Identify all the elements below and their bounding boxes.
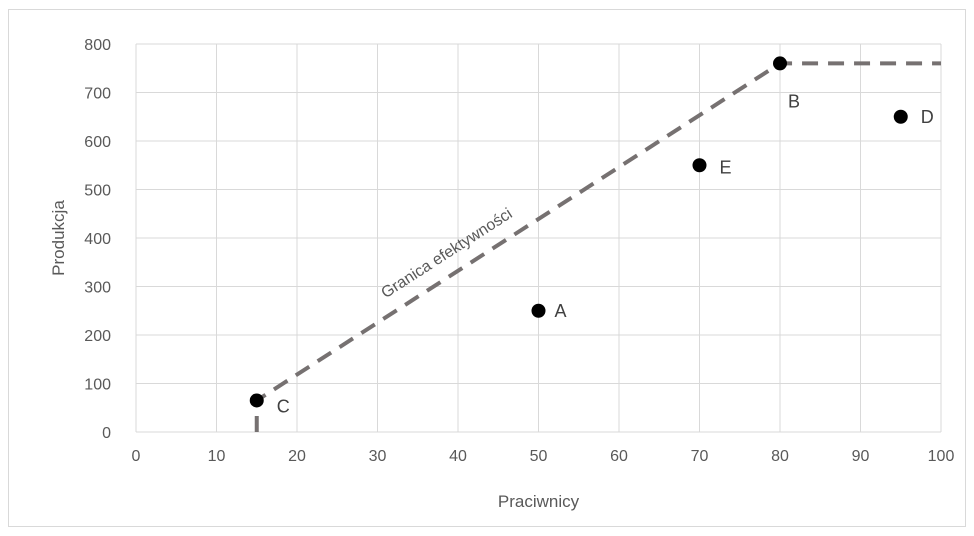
frontier-line [254, 61, 941, 432]
point-label-b: B [788, 91, 800, 111]
y-tick-label: 0 [102, 425, 111, 442]
frontier-label: Granica efektywności [379, 205, 516, 302]
y-tick-label: 100 [84, 377, 111, 394]
x-tick-label: 100 [928, 448, 955, 465]
x-tick-label: 70 [691, 448, 709, 465]
point-label-c: C [277, 396, 290, 416]
x-tick-label: 90 [852, 448, 870, 465]
scatter-chart: A B C D E 0 10 20 30 40 50 60 70 80 90 100 0 100 200 300 40… [49, 37, 954, 511]
y-tick-label: 700 [84, 86, 111, 103]
y-tick-label: 400 [84, 231, 111, 248]
data-point-b [773, 56, 787, 71]
x-tick-label: 60 [610, 448, 628, 465]
point-label-d: D [921, 107, 934, 127]
x-tick-label: 20 [288, 448, 306, 465]
y-tick-label: 600 [84, 134, 111, 151]
data-point-d [893, 109, 908, 124]
y-tick-label: 500 [84, 183, 111, 200]
points-layer: A B C D E [249, 56, 934, 416]
gridlines [135, 43, 942, 433]
x-tick-label: 80 [771, 448, 789, 465]
y-tick-label: 200 [84, 328, 111, 345]
point-label-a: A [555, 301, 567, 321]
y-axis-label: Produkcja [49, 200, 68, 276]
data-point-c [249, 393, 264, 408]
x-tick-label: 10 [208, 448, 226, 465]
tick-labels: 0 10 20 30 40 50 60 70 80 90 100 0 100 200 300 400 500 60… [84, 37, 954, 465]
x-axis-label: Praciwnicy [498, 492, 580, 511]
x-tick-label: 40 [449, 448, 467, 465]
frontier-layer [254, 61, 941, 432]
y-tick-label: 800 [84, 37, 111, 54]
y-tick-label: 300 [84, 280, 111, 297]
x-tick-label: 0 [132, 448, 141, 465]
x-tick-label: 30 [369, 448, 387, 465]
data-point-a [531, 303, 546, 318]
chart-area: A B C D E 0 10 20 30 40 50 60 70 80 90 100 0 100 200 300 40… [8, 9, 966, 527]
point-label-e: E [720, 157, 732, 177]
data-point-e [692, 158, 707, 173]
x-tick-label: 50 [530, 448, 548, 465]
